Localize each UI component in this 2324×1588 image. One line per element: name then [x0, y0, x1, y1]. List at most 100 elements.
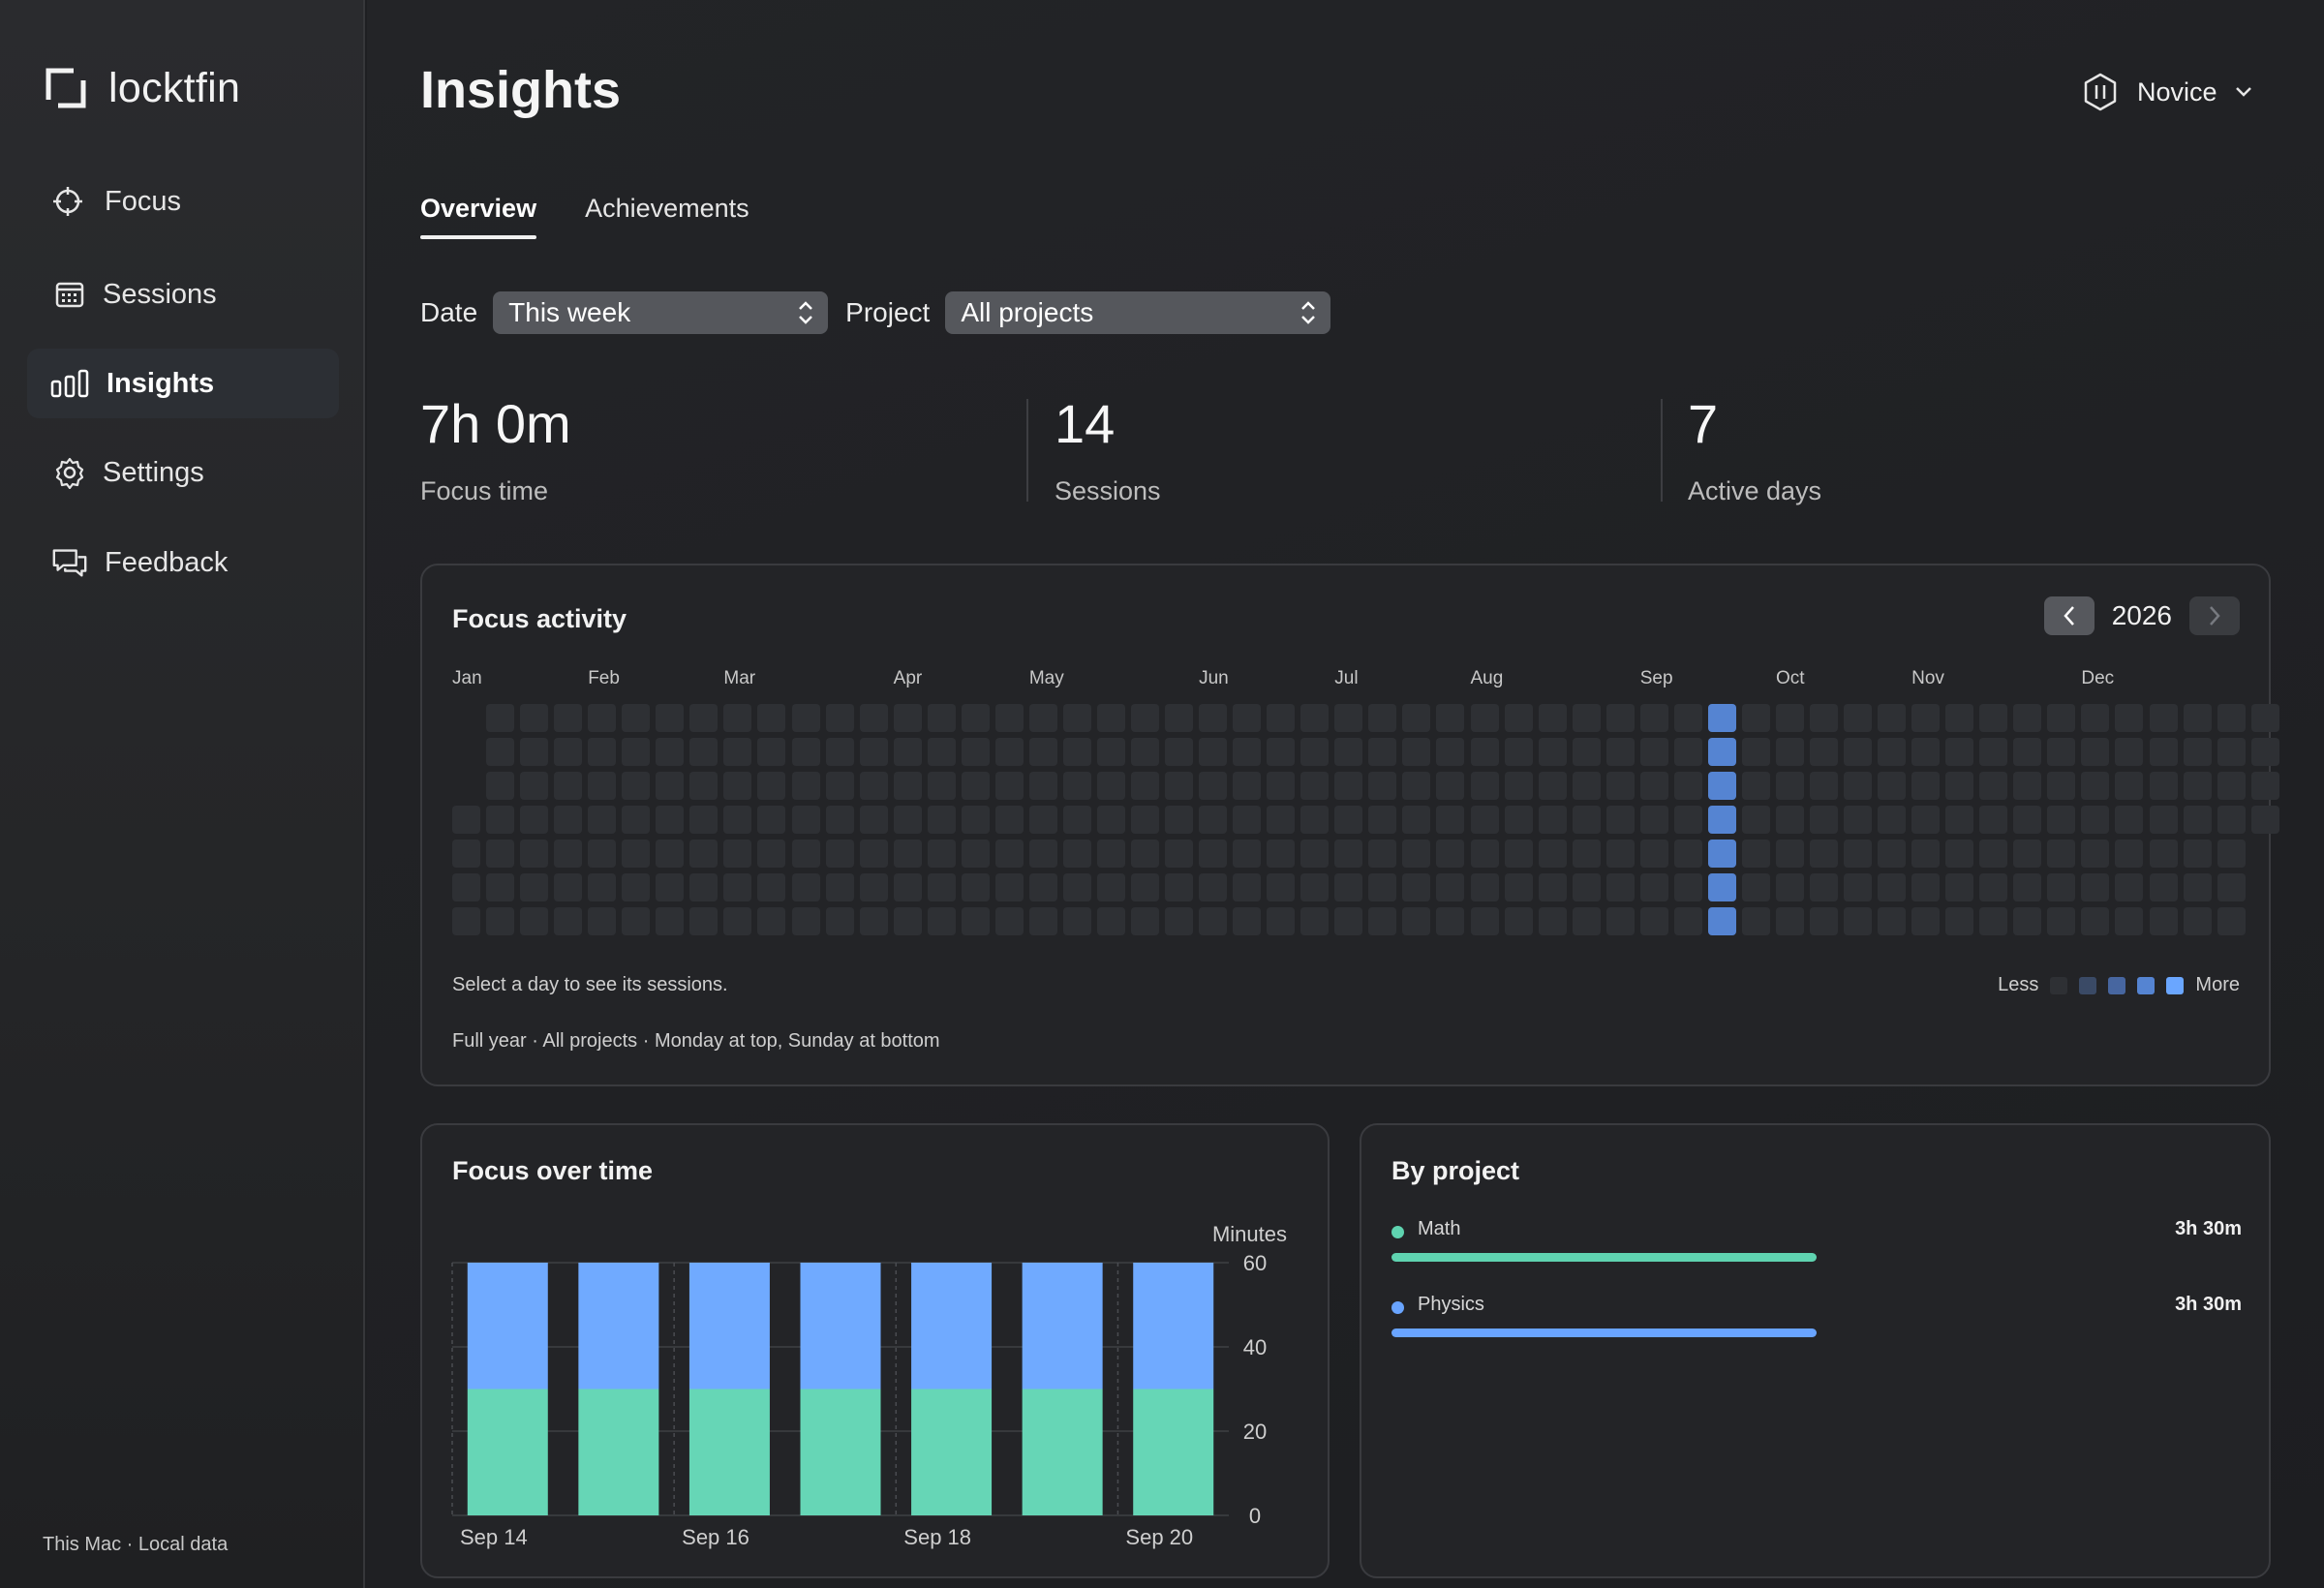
- heatmap-day-cell[interactable]: [656, 772, 685, 801]
- heatmap-day-cell[interactable]: [1741, 873, 1770, 902]
- heatmap-day-cell[interactable]: [1673, 738, 1702, 767]
- heatmap-day-cell[interactable]: [994, 907, 1024, 936]
- heatmap-day-cell[interactable]: [2081, 738, 2110, 767]
- heatmap-day-cell[interactable]: [1979, 772, 2008, 801]
- heatmap-day-cell[interactable]: [1131, 738, 1159, 767]
- heatmap-day-cell[interactable]: [1605, 840, 1635, 869]
- heatmap-day-cell[interactable]: [656, 704, 685, 732]
- heatmap-day-cell[interactable]: [1673, 907, 1702, 936]
- heatmap-day-cell[interactable]: [757, 873, 786, 902]
- heatmap-day-cell[interactable]: [2217, 704, 2246, 732]
- heatmap-day-cell[interactable]: [2217, 738, 2246, 767]
- heatmap-day-cell[interactable]: [927, 873, 956, 902]
- heatmap-day-cell[interactable]: [1028, 806, 1057, 835]
- heatmap-day-cell[interactable]: [1402, 873, 1431, 902]
- heatmap-day-cell[interactable]: [2081, 840, 2110, 869]
- heatmap-day-cell[interactable]: [689, 704, 719, 732]
- heatmap-day-cell[interactable]: [2115, 873, 2144, 902]
- heatmap-day-cell[interactable]: [1707, 873, 1736, 902]
- heatmap-day-cell[interactable]: [1199, 738, 1228, 767]
- heatmap-day-cell[interactable]: [723, 873, 752, 902]
- heatmap-day-cell[interactable]: [1911, 873, 1941, 902]
- heatmap-day-cell[interactable]: [1673, 772, 1702, 801]
- heatmap-day-cell[interactable]: [554, 704, 583, 732]
- heatmap-day-cell[interactable]: [791, 772, 820, 801]
- heatmap-day-cell[interactable]: [1538, 840, 1567, 869]
- heatmap-day-cell[interactable]: [1300, 840, 1330, 869]
- heatmap-day-cell[interactable]: [994, 840, 1024, 869]
- heatmap-day-cell[interactable]: [2013, 907, 2042, 936]
- heatmap-day-cell[interactable]: [1605, 704, 1635, 732]
- heatmap-day-cell[interactable]: [961, 873, 990, 902]
- heatmap-day-cell[interactable]: [723, 806, 752, 835]
- heatmap-day-cell[interactable]: [2115, 907, 2144, 936]
- heatmap-day-cell[interactable]: [859, 806, 888, 835]
- heatmap-day-cell[interactable]: [486, 840, 515, 869]
- heatmap-day-cell[interactable]: [1810, 806, 1838, 835]
- heatmap-day-cell[interactable]: [1402, 738, 1431, 767]
- heatmap-day-cell[interactable]: [1096, 840, 1125, 869]
- heatmap-day-cell[interactable]: [588, 907, 617, 936]
- heatmap-day-cell[interactable]: [825, 738, 854, 767]
- heatmap-day-cell[interactable]: [622, 840, 651, 869]
- heatmap-day-cell[interactable]: [1844, 840, 1873, 869]
- heatmap-day-cell[interactable]: [2047, 738, 2076, 767]
- heatmap-day-cell[interactable]: [1470, 873, 1499, 902]
- heatmap-day-cell[interactable]: [689, 806, 719, 835]
- heatmap-day-cell[interactable]: [622, 704, 651, 732]
- heatmap-day-cell[interactable]: [893, 840, 922, 869]
- heatmap-day-cell[interactable]: [554, 907, 583, 936]
- heatmap-day-cell[interactable]: [2047, 840, 2076, 869]
- heatmap-day-cell[interactable]: [1233, 806, 1262, 835]
- heatmap-day-cell[interactable]: [2149, 806, 2178, 835]
- heatmap-day-cell[interactable]: [1775, 772, 1804, 801]
- heatmap-day-cell[interactable]: [520, 840, 549, 869]
- heatmap-day-cell[interactable]: [1878, 873, 1907, 902]
- heatmap-day-cell[interactable]: [1878, 704, 1907, 732]
- heatmap-day-cell[interactable]: [1267, 840, 1296, 869]
- heatmap-day-cell[interactable]: [859, 840, 888, 869]
- heatmap-day-cell[interactable]: [1673, 704, 1702, 732]
- heatmap-day-cell[interactable]: [1233, 907, 1262, 936]
- heatmap-day-cell[interactable]: [1945, 907, 1974, 936]
- sidebar-item-settings[interactable]: Settings: [27, 438, 339, 507]
- heatmap-day-cell[interactable]: [2250, 704, 2279, 732]
- heatmap-day-cell[interactable]: [1165, 772, 1194, 801]
- heatmap-day-cell[interactable]: [486, 704, 515, 732]
- heatmap-day-cell[interactable]: [1470, 772, 1499, 801]
- heatmap-day-cell[interactable]: [1165, 806, 1194, 835]
- heatmap-day-cell[interactable]: [1572, 806, 1601, 835]
- heatmap-day-cell[interactable]: [1267, 738, 1296, 767]
- heatmap-day-cell[interactable]: [1504, 738, 1533, 767]
- heatmap-day-cell[interactable]: [1504, 873, 1533, 902]
- heatmap-day-cell[interactable]: [2149, 772, 2178, 801]
- heatmap-day-cell[interactable]: [757, 738, 786, 767]
- heatmap-day-cell[interactable]: [2250, 806, 2279, 835]
- heatmap-day-cell[interactable]: [961, 806, 990, 835]
- heatmap-day-cell[interactable]: [1233, 738, 1262, 767]
- heatmap-day-cell[interactable]: [2217, 907, 2246, 936]
- heatmap-day-cell[interactable]: [486, 873, 515, 902]
- heatmap-day-cell[interactable]: [2013, 840, 2042, 869]
- heatmap-day-cell[interactable]: [2250, 772, 2279, 801]
- heatmap-day-cell[interactable]: [2081, 704, 2110, 732]
- date-select[interactable]: This week: [493, 291, 829, 334]
- heatmap-day-cell[interactable]: [859, 738, 888, 767]
- heatmap-day-cell[interactable]: [1470, 806, 1499, 835]
- heatmap-day-cell[interactable]: [1572, 704, 1601, 732]
- heatmap-day-cell[interactable]: [1334, 840, 1363, 869]
- heatmap-day-cell[interactable]: [1368, 704, 1397, 732]
- heatmap-day-cell[interactable]: [2149, 873, 2178, 902]
- heatmap-day-cell[interactable]: [1096, 873, 1125, 902]
- heatmap-day-cell[interactable]: [1028, 840, 1057, 869]
- heatmap-day-cell[interactable]: [1096, 704, 1125, 732]
- heatmap-day-cell[interactable]: [520, 907, 549, 936]
- heatmap-day-cell[interactable]: [1945, 806, 1974, 835]
- heatmap-day-cell[interactable]: [2013, 704, 2042, 732]
- heatmap-day-cell[interactable]: [1199, 907, 1228, 936]
- heatmap-day-cell[interactable]: [520, 806, 549, 835]
- heatmap-day-cell[interactable]: [723, 738, 752, 767]
- heatmap-day-cell[interactable]: [994, 806, 1024, 835]
- heatmap-day-cell[interactable]: [994, 873, 1024, 902]
- heatmap-day-cell[interactable]: [1538, 873, 1567, 902]
